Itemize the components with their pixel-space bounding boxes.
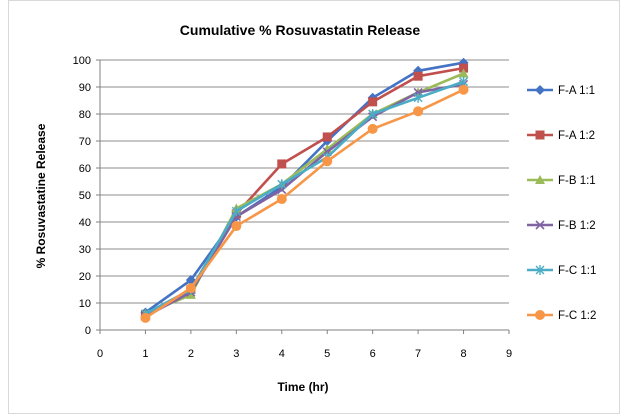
series-line	[144, 61, 464, 314]
y-tick-label: 10	[79, 298, 91, 310]
x-tick-label: 7	[415, 348, 421, 360]
y-tick-label: 100	[73, 55, 91, 67]
y-tick-label: 70	[79, 136, 91, 148]
data-point	[367, 123, 378, 134]
y-tick-label: 90	[79, 82, 91, 94]
data-point	[458, 84, 469, 95]
x-tick-label: 8	[460, 348, 466, 360]
chart-title: Cumulative % Rosuvastatin Release	[180, 22, 421, 38]
data-point	[231, 206, 241, 217]
y-tick-label: 0	[85, 325, 91, 337]
x-axis-title: Time (hr)	[277, 380, 328, 394]
legend-item: F-A 1:2	[527, 130, 595, 142]
x-tick-label: 3	[233, 348, 239, 360]
data-point	[231, 221, 242, 232]
legend-item: F-C 1:2	[527, 310, 596, 322]
data-point	[277, 179, 287, 190]
data-point	[140, 312, 151, 323]
y-tick-label: 50	[79, 190, 91, 202]
legend-marker	[535, 175, 545, 184]
data-point	[413, 92, 423, 103]
legend-item: F-B 1:2	[527, 220, 596, 232]
x-tick-label: 1	[142, 348, 148, 360]
x-tick-label: 4	[279, 348, 285, 360]
series-line	[144, 88, 465, 319]
legend-marker	[535, 220, 545, 230]
data-point	[413, 106, 424, 117]
chart-border	[8, 0, 620, 414]
legend-label: F-B 1:2	[558, 220, 596, 232]
data-point	[277, 159, 287, 169]
series-6	[140, 84, 469, 323]
data-point	[458, 68, 469, 78]
legend-label: F-B 1:1	[558, 175, 596, 187]
data-point	[322, 156, 333, 167]
data-point	[185, 283, 196, 294]
legend-label: F-C 1:2	[558, 310, 596, 322]
legend-marker	[535, 85, 545, 95]
data-point	[459, 63, 469, 73]
x-tick-label: 2	[188, 348, 194, 360]
y-tick-label: 20	[79, 271, 91, 283]
legend-label: F-A 1:1	[558, 85, 595, 97]
tick-labels: 0 10 20 30 40 50 60 70 80 90 100 0 1 2 3 4 5 6 7 8 9	[73, 55, 512, 360]
legend-item: F-C 1:1	[527, 265, 596, 277]
data-series	[140, 57, 469, 323]
marker-stroke	[535, 220, 545, 230]
x-tick-label: 5	[324, 348, 330, 360]
y-tick-label: 60	[79, 163, 91, 175]
legend-marker	[535, 310, 545, 320]
data-point	[413, 71, 423, 81]
y-tick-label: 40	[79, 217, 91, 229]
data-point	[368, 97, 378, 107]
x-tick-label: 0	[97, 348, 103, 360]
legend-item: F-B 1:1	[527, 175, 596, 187]
legend-label: F-A 1:2	[558, 130, 595, 142]
legend: F-A 1:1 F-A 1:2 F-B 1:1 F-B 1:2 F-C 1:1 F-C 1…	[527, 85, 596, 322]
legend-marker	[535, 130, 545, 140]
y-tick-label: 80	[79, 109, 91, 121]
legend-label: F-C 1:1	[558, 265, 596, 277]
legend-item: F-A 1:1	[527, 85, 595, 97]
data-point	[368, 109, 378, 119]
y-axis-title: % Rosuvastatine Release	[34, 123, 48, 268]
x-tick-label: 6	[370, 348, 376, 360]
y-tick-label: 30	[79, 244, 91, 256]
data-point	[276, 194, 287, 205]
legend-marker	[535, 265, 545, 275]
axes	[96, 59, 510, 334]
x-tick-label: 9	[506, 348, 512, 360]
data-point	[322, 132, 332, 142]
